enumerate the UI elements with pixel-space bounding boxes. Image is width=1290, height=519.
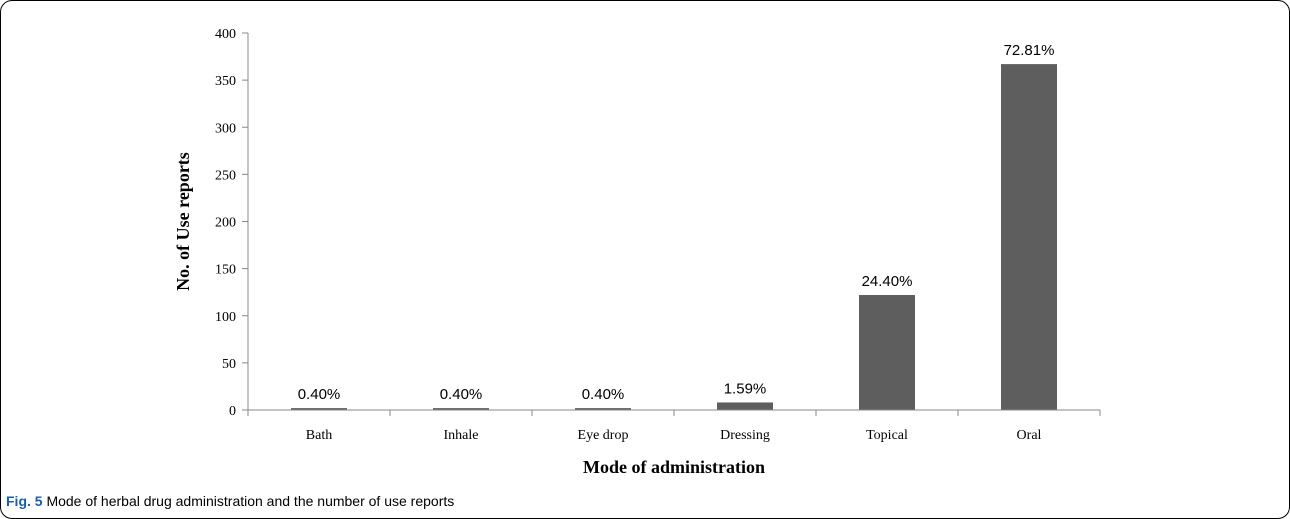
y-tick-label: 200 bbox=[215, 216, 236, 231]
bar bbox=[291, 408, 347, 410]
bar bbox=[433, 408, 489, 410]
x-tick-label: Eye drop bbox=[578, 428, 629, 443]
data-label: 1.59% bbox=[724, 380, 767, 397]
bars: 0.40% 0.40% 0.40% 1.59% 24.40% 72.81% bbox=[291, 42, 1057, 410]
y-tick-label: 50 bbox=[222, 357, 236, 372]
x-tick-label: Oral bbox=[1017, 428, 1042, 443]
y-tick-label: 350 bbox=[215, 74, 236, 89]
y-axis-ticks: 0 50 100 150 200 250 300 350 400 bbox=[215, 27, 248, 419]
y-tick-label: 300 bbox=[215, 121, 236, 136]
x-tick-label: Topical bbox=[866, 428, 908, 443]
y-tick-label: 250 bbox=[215, 168, 236, 183]
x-tick-label: Dressing bbox=[720, 428, 770, 443]
y-axis-title: No. of Use reports bbox=[173, 152, 193, 291]
data-label: 0.40% bbox=[582, 386, 625, 403]
data-label: 0.40% bbox=[298, 386, 341, 403]
y-tick-label: 100 bbox=[215, 310, 236, 325]
bar bbox=[575, 408, 631, 410]
bar bbox=[1001, 64, 1057, 410]
caption-text: Mode of herbal drug administration and t… bbox=[42, 493, 455, 509]
y-tick-label: 150 bbox=[215, 263, 236, 278]
x-axis-title: Mode of administration bbox=[583, 457, 765, 477]
x-tick-label: Bath bbox=[306, 428, 332, 443]
y-tick-label: 400 bbox=[215, 27, 236, 42]
data-label: 0.40% bbox=[440, 386, 483, 403]
y-tick-label: 0 bbox=[229, 404, 236, 419]
x-axis-ticks: Bath Inhale Eye drop Dressing Topical Oral bbox=[247, 410, 1101, 443]
figure-caption: Fig. 5 Mode of herbal drug administratio… bbox=[6, 493, 454, 509]
x-tick-label: Inhale bbox=[444, 428, 479, 443]
figure-number: Fig. 5 bbox=[6, 493, 43, 509]
data-label: 72.81% bbox=[1004, 42, 1055, 59]
bar bbox=[859, 295, 915, 410]
data-label: 24.40% bbox=[862, 273, 913, 290]
bar bbox=[717, 402, 773, 410]
